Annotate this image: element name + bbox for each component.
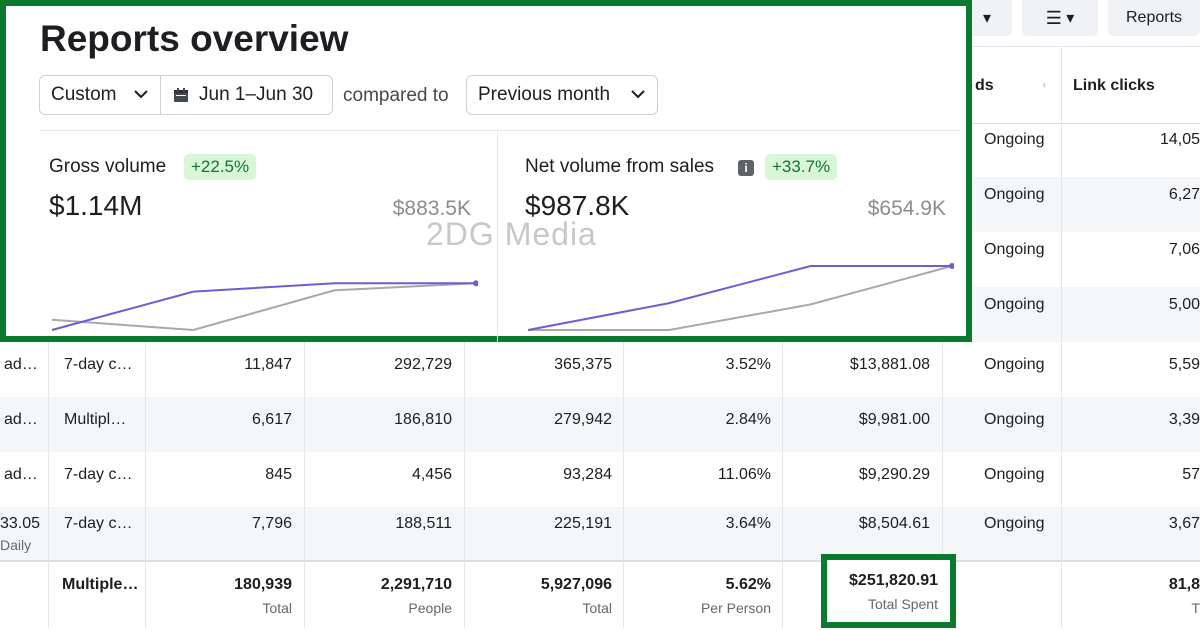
results-cell: 11,847 <box>244 356 292 373</box>
table-row[interactable]: ad… 7-day c… 845 4,456 93,284 11.06% $9,… <box>0 452 1200 507</box>
card-divider <box>40 130 960 131</box>
table-row[interactable]: ad… 7-day c… 11,847 292,729 365,375 3.52… <box>0 342 1200 397</box>
impressions-cell: 225,191 <box>554 515 612 532</box>
reports-overview-card: Reports overview Custom Jun 1–Jun 30 com… <box>0 0 972 342</box>
table-row[interactable]: Ongoing 7,06 <box>0 232 1200 287</box>
delivery-cell: Ongoing <box>984 296 1045 313</box>
ctr-cell: 3.52% <box>725 356 771 373</box>
ad-name-cell[interactable]: ad… <box>4 411 38 428</box>
current-period-endpoint <box>949 263 954 269</box>
metric-label: Net volume from sales <box>525 156 715 177</box>
link-clicks-cell: 7,06 <box>1168 241 1200 258</box>
change-badge: +22.5% <box>184 154 257 180</box>
chevron-down-icon <box>629 85 647 109</box>
net-volume-sparkline <box>527 263 954 331</box>
compared-to-label: compared to <box>343 85 449 106</box>
delivery-cell: Ongoing <box>984 466 1045 483</box>
previous-period-line <box>528 265 953 331</box>
total-spent-highlight: $251,820.91 Total Spent <box>821 554 956 628</box>
current-period-line <box>51 282 476 331</box>
reach-cell: 186,810 <box>394 411 452 428</box>
gross-volume-sparkline <box>51 280 478 332</box>
spent-cell: $9,290.29 <box>858 466 930 483</box>
results-cell: 7,796 <box>251 515 292 532</box>
delivery-cell: Ongoing <box>984 186 1045 203</box>
date-range-picker[interactable]: Jun 1–Jun 30 <box>160 75 333 115</box>
metric-previous-value: $654.9K <box>867 197 946 220</box>
delivery-cell: Ongoing <box>984 131 1045 148</box>
info-icon[interactable]: i <box>738 160 754 176</box>
breakdown-dropdown-button[interactable]: ☰ ▾ <box>1022 0 1098 36</box>
link-clicks-cell: 6,27 <box>1168 186 1200 203</box>
reach-cell: 188,511 <box>395 515 452 532</box>
link-clicks-cell: 14,05 <box>1159 131 1200 148</box>
impressions-cell: 365,375 <box>554 356 612 373</box>
reports-button[interactable]: Reports <box>1108 0 1200 36</box>
metric-value: $987.8K <box>525 190 630 221</box>
column-divider[interactable] <box>1061 46 1062 628</box>
previous-period-line <box>51 282 477 332</box>
spent-cell: $9,981.00 <box>858 411 930 428</box>
current-period-line <box>527 265 952 331</box>
calendar-icon <box>173 87 189 103</box>
link-clicks-cell: 3,39 <box>1168 411 1200 428</box>
reach-cell: 4,456 <box>411 466 452 483</box>
delivery-cell: Ongoing <box>984 515 1045 532</box>
budget-cell: 33.05 Daily <box>0 515 41 553</box>
totals-attribution: Multiple… <box>62 576 139 593</box>
caret-down-icon: ▾ <box>1066 10 1075 27</box>
spent-cell: $8,504.61 <box>858 515 930 532</box>
ad-name-cell[interactable]: ad… <box>4 356 38 373</box>
comparison-dropdown[interactable]: Previous month <box>466 75 658 115</box>
link-clicks-cell: 5,59 <box>1168 356 1200 373</box>
ctr-cell: 3.64% <box>725 515 771 532</box>
table-row[interactable]: ad… Multipl… 6,617 186,810 279,942 2.84%… <box>0 397 1200 452</box>
totals-link-clicks: 81,8 T <box>1168 576 1200 616</box>
totals-reach: 2,291,710 People <box>380 576 452 616</box>
ctr-cell: 11.06% <box>717 466 771 483</box>
table-row[interactable]: 33.05 Daily 7-day c… 7,796 188,511 225,1… <box>0 507 1200 562</box>
table-row[interactable]: Ongoing 14,05 <box>0 122 1200 177</box>
attribution-cell: 7-day c… <box>64 466 133 483</box>
impressions-cell: 93,284 <box>563 466 612 483</box>
results-cell: 6,617 <box>251 411 292 428</box>
change-badge: +33.7% <box>765 154 838 180</box>
attribution-cell: 7-day c… <box>64 515 133 532</box>
spent-cell: $13,881.08 <box>849 356 930 373</box>
totals-row: Multiple… 180,939 Total 2,291,710 People… <box>0 560 1200 630</box>
metric-divider <box>497 131 498 342</box>
totals-impressions: 5,927,096 Total <box>540 576 612 616</box>
delivery-cell: Ongoing <box>984 356 1045 373</box>
attribution-cell: Multipl… <box>64 411 127 428</box>
totals-ctr: 5.62% Per Person <box>700 576 771 616</box>
link-clicks-cell: 5,00 <box>1168 296 1200 313</box>
totals-spent: $251,820.91 Total Spent <box>849 572 938 612</box>
metric-value: $1.14M <box>49 190 143 221</box>
delivery-cell: Ongoing <box>984 241 1045 258</box>
metric-label: Gross volume <box>49 156 167 177</box>
column-header-link-clicks[interactable]: Link clicks <box>1073 77 1155 94</box>
sort-icon[interactable]: ▾ <box>1043 79 1045 93</box>
ctr-cell: 2.84% <box>725 411 771 428</box>
chevron-down-icon <box>132 85 150 109</box>
current-period-endpoint <box>473 280 478 287</box>
caret-down-icon: ▾ <box>982 10 992 27</box>
page-title: Reports overview <box>40 18 349 59</box>
attribution-cell: 7-day c… <box>64 356 133 373</box>
watermark: 2DG Media <box>426 216 597 252</box>
totals-results: 180,939 Total <box>234 576 292 616</box>
impressions-cell: 279,942 <box>554 411 612 428</box>
reports-label: Reports <box>1125 9 1183 26</box>
link-clicks-cell: 57 <box>1182 466 1200 483</box>
link-clicks-cell: 3,67 <box>1168 515 1200 532</box>
ad-name-cell[interactable]: ad… <box>4 466 38 483</box>
metric-previous-value: $883.5K <box>392 197 471 220</box>
delivery-cell: Ongoing <box>984 411 1045 428</box>
results-cell: 845 <box>265 466 292 483</box>
reach-cell: 292,729 <box>394 356 452 373</box>
range-type-dropdown[interactable]: Custom <box>39 75 161 115</box>
column-header-ends[interactable]: ds ▾ <box>975 47 1045 123</box>
stack-icon: ☰ <box>1045 7 1062 28</box>
